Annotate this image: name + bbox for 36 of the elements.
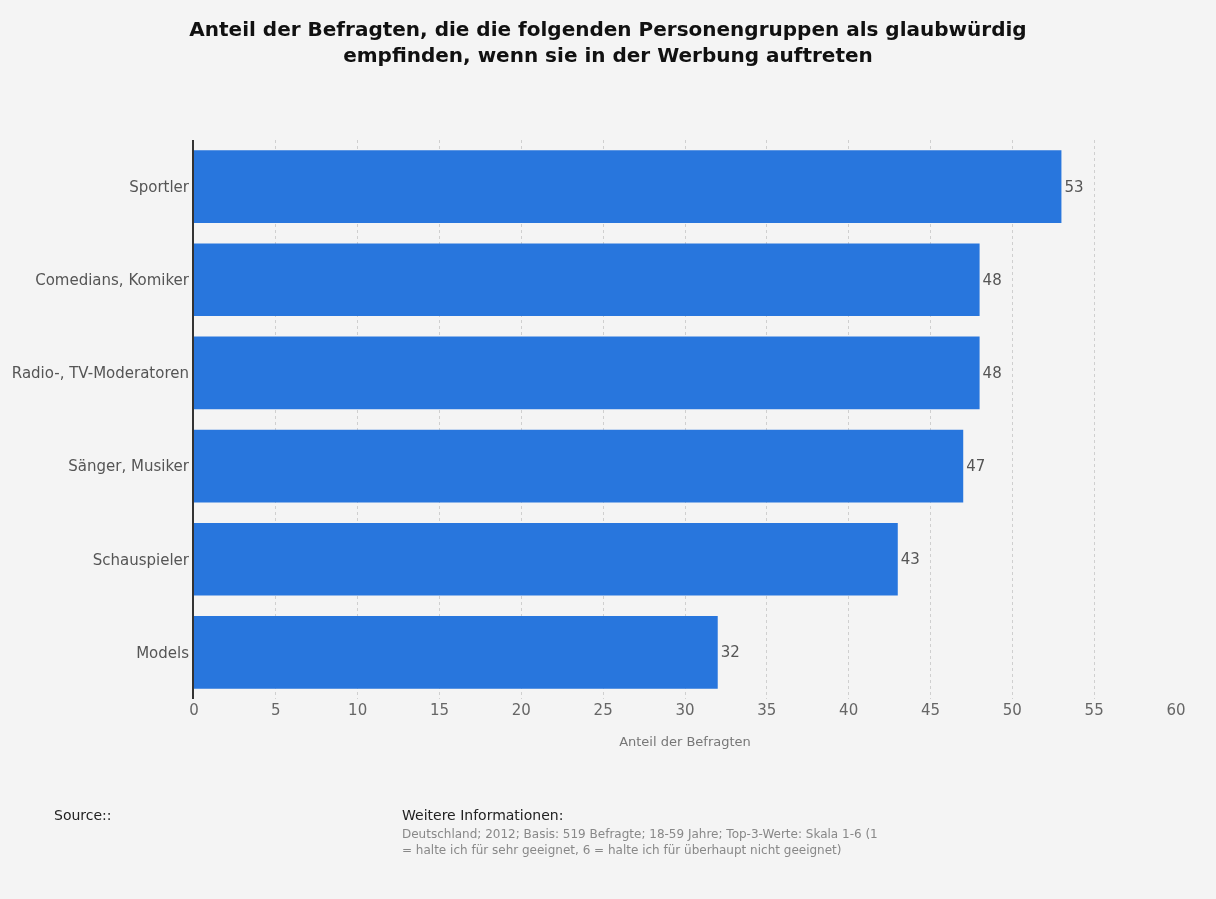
data-label: 32 [720,643,740,662]
y-tick-label: Radio-, TV-Moderatoren [11,364,189,383]
x-tick-label: 35 [757,701,777,719]
x-tick-label: 30 [675,701,695,719]
bar [194,336,980,410]
data-label: 43 [900,550,920,569]
x-tick-label: 40 [839,701,859,719]
x-tick-label: 60 [1166,701,1186,719]
y-tick-label: Comedians, Komiker [35,271,190,289]
text: Deutschland; 2012; Basis: 519 Befragte; 18-59 Jahre; Top-3-Werte: Skala 1-6 (1 = halte ich für sehr geeignet, 6 = halte ich für überhaupt nicht geeignet) [402,827,878,857]
data-label: 48 [982,363,1002,382]
x-tick-label: 55 [1084,701,1104,719]
x-tick-label: 25 [593,701,613,719]
bar [194,429,964,503]
bar [194,522,898,596]
chart-title: Anteil der Befragten, die die folgenden Personengruppen als glaubwürdig empfinden, wenn sie in der Werbung auftreten [189,16,1027,67]
x-tick-label: 15 [429,701,450,719]
data-label: 48 [982,270,1002,289]
x-tick-label: 20 [511,701,531,719]
source-note: Source:: [54,807,112,823]
y-tick-label: Schauspieler [92,550,190,569]
text: Weitere Informationen: [402,807,564,823]
y-tick-label: Sportler [129,177,190,196]
data-label: 53 [1064,177,1084,196]
x-tick-label: 50 [1002,701,1022,719]
bar [194,616,718,689]
data-label: 47 [966,457,986,476]
x-tick-label: 10 [348,701,368,719]
x-tick-label: 45 [920,701,941,719]
x-tick-label: 0 [189,701,199,719]
x-axis-title: Anteil der Befragten [619,733,751,749]
x-tick-label: 5 [271,701,281,719]
bar [194,243,980,317]
bar [194,150,1062,223]
y-tick-label: Sänger, Musiker [68,457,190,476]
y-tick-label: Models [136,643,190,662]
